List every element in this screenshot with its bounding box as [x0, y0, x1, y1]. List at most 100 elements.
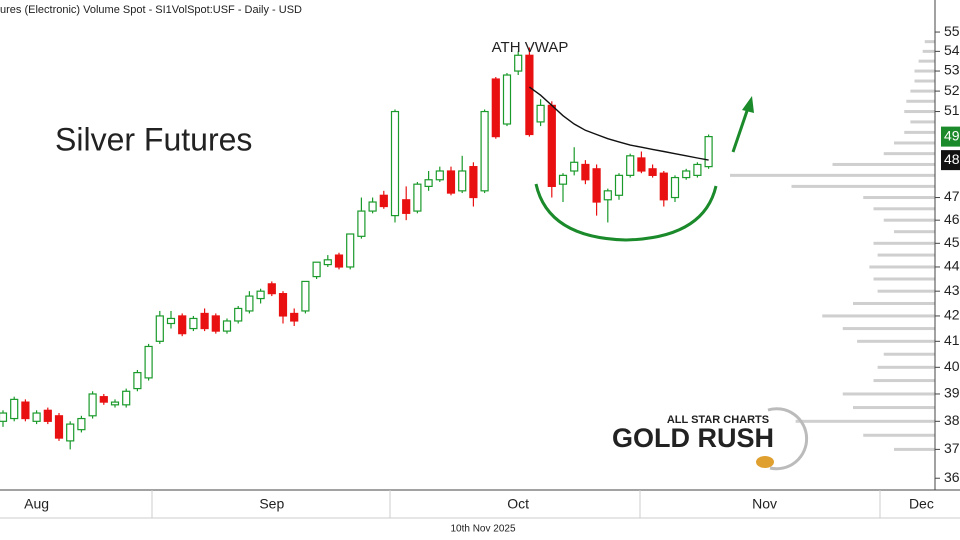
candle-body: [514, 54, 523, 72]
logo-bottom: GOLD RUSH: [612, 423, 774, 453]
volume-profile-bar: [853, 301, 935, 305]
volume-profile: [730, 40, 935, 451]
candle-body: [323, 259, 332, 266]
y-tick-label: 44: [944, 258, 960, 274]
volume-profile-bar: [883, 152, 935, 156]
candle-body: [43, 409, 52, 422]
y-tick-label: 52: [944, 82, 960, 98]
x-tick-label: Oct: [507, 496, 529, 512]
candle-body: [155, 315, 164, 342]
candle-body: [547, 104, 556, 187]
chart-title: ures (Electronic) Volume Spot - SI1VolSp…: [0, 4, 302, 16]
candle-body: [99, 396, 108, 403]
volume-profile-bar: [904, 130, 935, 134]
candle-body: [592, 168, 601, 203]
y-tick-label: 55: [944, 23, 960, 39]
volume-profile-bar: [904, 110, 935, 114]
candle-body: [670, 176, 680, 199]
volume-profile-bar: [842, 327, 935, 331]
candle-body: [21, 401, 30, 420]
volume-profile-bar: [910, 89, 935, 93]
volume-profile-bar: [730, 173, 935, 177]
candles: [0, 47, 713, 450]
candle-body: [390, 110, 400, 217]
logo-ring: [767, 407, 809, 471]
volume-profile-bar: [791, 184, 935, 188]
y-tick-label: 36: [944, 469, 960, 485]
volume-profile-bar: [894, 230, 935, 234]
candle-body: [88, 393, 97, 417]
candle-body: [446, 170, 456, 194]
candle-body: [480, 110, 489, 192]
price-tag-box: [941, 150, 960, 171]
candle-body: [659, 172, 668, 201]
candle-body: [491, 78, 500, 138]
candle-body: [234, 307, 243, 322]
candle-body: [290, 312, 299, 322]
candle-body: [346, 233, 355, 268]
candle-body: [458, 170, 467, 192]
candle-body: [166, 317, 176, 325]
candle-body: [704, 136, 713, 168]
candle-body: [110, 401, 120, 406]
price-tag-box: [941, 126, 960, 147]
candle-body: [32, 412, 41, 422]
candle-body: [558, 174, 568, 185]
volume-profile-bar: [863, 196, 935, 200]
y-tick-label: 53: [944, 62, 960, 78]
candle-body: [357, 210, 366, 237]
volume-profile-bar: [873, 379, 935, 383]
labels: ures (Electronic) Volume Spot - SI1VolSp…: [0, 4, 960, 535]
volume-profile-bar: [894, 141, 935, 145]
logo-top: ALL STAR CHARTS: [667, 414, 769, 426]
x-tick-label: Dec: [909, 496, 934, 512]
candle-body: [648, 168, 657, 176]
logo-nugget: [756, 456, 774, 468]
volume-profile-bar: [873, 241, 935, 245]
volume-profile-bar: [906, 99, 935, 103]
x-tick-label: Nov: [752, 496, 777, 512]
volume-profile-bar: [894, 447, 935, 451]
candle-body: [267, 283, 276, 295]
candle-body: [379, 194, 388, 208]
volume-profile-bar: [914, 79, 935, 83]
volume-profile-bar: [910, 120, 935, 124]
candle-body: [682, 170, 691, 179]
candle-body: [614, 174, 624, 196]
candle-body: [581, 163, 590, 181]
candle-body: [200, 312, 209, 330]
candle-body: [211, 315, 220, 332]
volume-profile-bar: [842, 392, 935, 396]
volume-profile-bar: [857, 339, 935, 343]
candle-body: [603, 190, 612, 201]
candle-body: [256, 290, 265, 300]
candle-body: [278, 293, 288, 317]
x-tick-label: Aug: [24, 496, 49, 512]
candle-body: [368, 201, 377, 212]
candle-body: [66, 423, 75, 442]
x-tick-label: Sep: [259, 496, 284, 512]
candle-body: [222, 320, 232, 332]
volume-profile-bar: [918, 59, 935, 63]
volume-profile-bar: [853, 406, 935, 410]
candle-body: [77, 417, 86, 431]
y-tick-label: 41: [944, 332, 960, 348]
volume-profile-bar: [877, 253, 935, 257]
candle-body: [424, 179, 433, 187]
volume-profile-bar: [883, 352, 935, 356]
arrow-head: [742, 96, 754, 113]
candle-body: [245, 295, 254, 312]
volume-profile-bar: [877, 289, 935, 293]
candle-body: [502, 74, 512, 125]
candle-body: [144, 345, 153, 379]
candle-body: [54, 415, 64, 439]
candle-body: [413, 183, 422, 212]
vwap-label: ATH VWAP: [492, 39, 569, 56]
volume-profile-bar: [883, 218, 935, 222]
candle-body: [435, 170, 444, 181]
volume-profile-bar: [863, 433, 935, 437]
candle-body: [334, 254, 344, 268]
volume-profile-bar: [832, 162, 935, 166]
